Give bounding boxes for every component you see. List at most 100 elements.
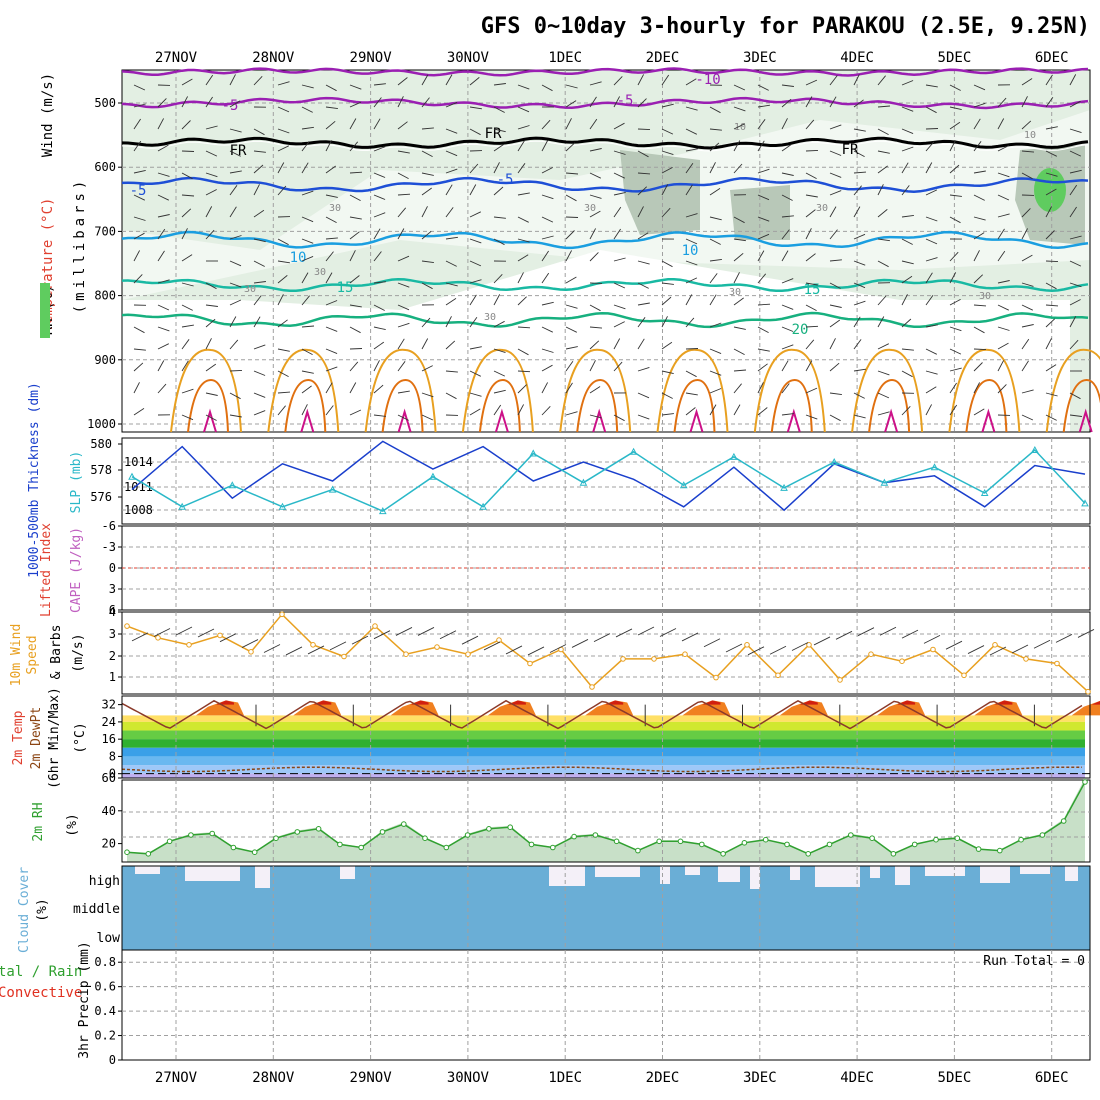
slp-point xyxy=(1081,499,1089,507)
wind-barb xyxy=(229,100,241,108)
wind10m-point xyxy=(186,642,192,648)
wind-barb xyxy=(133,194,145,201)
cloud-gap xyxy=(790,866,800,880)
wind-barb xyxy=(637,338,645,350)
temp2m-label: 2m Temp xyxy=(11,710,26,765)
wind-barb xyxy=(181,388,194,394)
wind-barb xyxy=(301,84,314,89)
wind-barb xyxy=(205,229,215,240)
wind-barb xyxy=(301,404,308,416)
wind-barb xyxy=(757,216,770,222)
wind10m-point xyxy=(899,658,905,665)
wind10m-point xyxy=(868,651,874,658)
wind-barb xyxy=(781,344,794,350)
isotherm-label: FR xyxy=(842,142,859,158)
wind-barb xyxy=(565,276,577,284)
rh2m-units-label: (%) xyxy=(65,813,80,836)
rh-contour-label: 30 xyxy=(314,267,326,278)
wind-barb xyxy=(661,316,668,328)
wind-barb xyxy=(349,101,362,108)
wind-barb xyxy=(205,363,217,372)
isotherm-20 xyxy=(121,311,1089,329)
wind-barb xyxy=(445,340,456,350)
wind-barb xyxy=(1069,282,1082,288)
axis-tick-label: 24 xyxy=(102,715,116,729)
wind-barb xyxy=(853,414,866,419)
temp-color-band xyxy=(122,721,1085,731)
wind-barb xyxy=(733,123,745,130)
wind-barb xyxy=(685,213,698,218)
wind-barb xyxy=(805,253,816,262)
wind-barb xyxy=(877,150,890,154)
cloud-tick-label: middle xyxy=(73,902,120,917)
wind-barb xyxy=(925,272,933,284)
slp-tick-label: 1014 xyxy=(124,455,153,469)
wind10m-point xyxy=(403,651,409,658)
dew2m-label: 2m DewPt xyxy=(29,707,44,770)
rh2m-point xyxy=(166,838,173,845)
run-total-label: Run Total = 0 xyxy=(983,954,1085,969)
slp-point xyxy=(278,502,287,510)
wind-barb xyxy=(661,341,673,350)
thickness-label: 1000-500mb Thickness (dm) xyxy=(27,382,42,578)
rh-contour-label: 10 xyxy=(1024,130,1036,141)
wind10m-speed-label: Speed xyxy=(25,635,40,674)
wind-barb xyxy=(301,385,312,394)
wind-barb xyxy=(229,74,236,86)
bottom-date-label: 4DEC xyxy=(840,1070,874,1086)
wind-barb xyxy=(349,250,356,262)
wind-barb xyxy=(181,78,193,86)
precip-panel: 0.8 0.6 0.4 0.2 0 xyxy=(94,949,1091,1067)
isotherm-minus10 xyxy=(121,67,1089,77)
wind-barb xyxy=(949,106,962,111)
wind-barb xyxy=(637,98,647,108)
cloud-gap xyxy=(685,866,700,875)
wind-barb xyxy=(949,272,957,284)
wind-barb xyxy=(901,146,914,152)
top-date-label: 5DEC xyxy=(938,50,972,66)
rh2m-point xyxy=(656,838,663,845)
warm-contour-outer xyxy=(656,348,729,433)
wind-barb xyxy=(1045,338,1052,350)
wind10m-barb xyxy=(879,626,897,636)
wind-barb xyxy=(349,118,357,130)
wind-barb xyxy=(277,106,290,113)
wind-barb xyxy=(469,260,482,267)
wind-barb xyxy=(997,384,1007,394)
dewpoint-line xyxy=(121,766,1082,773)
wind-barb xyxy=(157,304,170,311)
wind-barb xyxy=(445,298,457,306)
axis-tick-label: 0 xyxy=(109,1053,116,1067)
wind-barb xyxy=(733,348,745,355)
wind10m-point xyxy=(496,637,502,643)
wind-barb xyxy=(301,216,314,223)
wind-barb xyxy=(517,125,530,130)
axis-tick-label: 60 xyxy=(102,771,116,785)
wind-barb xyxy=(1069,150,1081,157)
wind-barb xyxy=(205,318,216,328)
wind-barb xyxy=(733,252,744,262)
wind-barb xyxy=(541,250,549,262)
wind-barb xyxy=(757,119,766,130)
wind-barb xyxy=(709,238,721,245)
wind-barb xyxy=(349,361,359,372)
thickness-slp-panel: 580 578 576 1014 1011 1008 xyxy=(90,437,1091,525)
wind10m-point xyxy=(155,635,161,641)
wind-barb xyxy=(661,128,674,135)
wind-barb xyxy=(877,75,886,86)
wind-barb xyxy=(973,84,986,91)
wind-barb xyxy=(709,142,720,152)
cloud-tick-label: high xyxy=(89,874,120,889)
slp-point xyxy=(529,449,538,457)
wind-barb xyxy=(589,118,598,130)
wind-barb xyxy=(229,369,243,372)
wind-barb xyxy=(541,405,551,416)
wind-barb xyxy=(517,216,529,223)
rh2m-point xyxy=(188,832,194,838)
wind-barb xyxy=(949,84,961,91)
wind10m-point xyxy=(713,674,719,681)
rh2m-point xyxy=(401,821,407,827)
wind-barb xyxy=(517,326,531,329)
temp-color-band xyxy=(122,715,1085,722)
wind-barb xyxy=(973,118,981,130)
